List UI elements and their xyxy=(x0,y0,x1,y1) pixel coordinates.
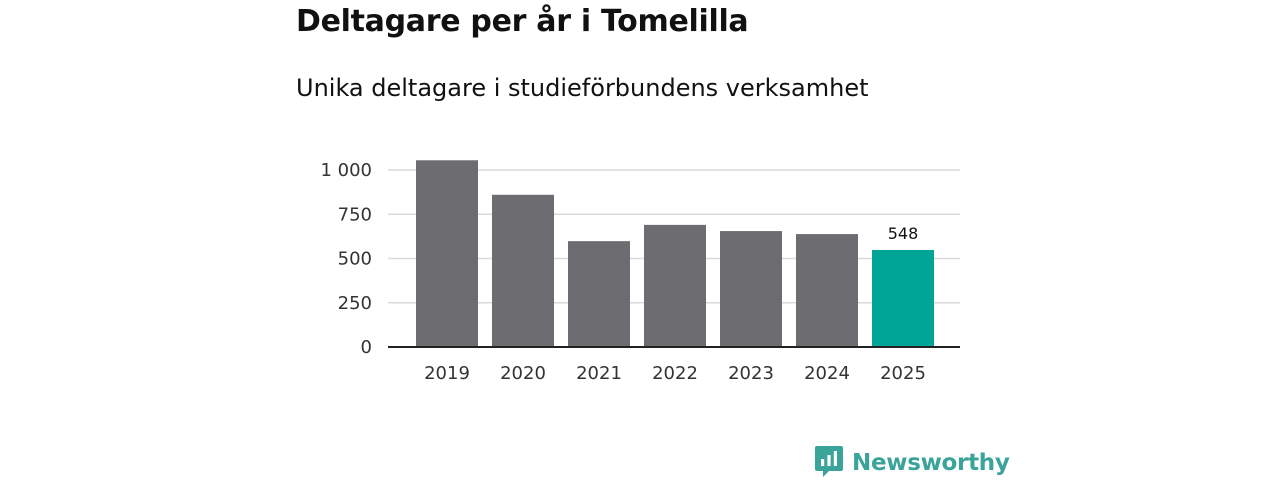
bar-2024 xyxy=(796,234,858,347)
bar-2023 xyxy=(720,231,782,347)
bar-2025 xyxy=(872,250,934,347)
bar-2019 xyxy=(416,160,478,347)
x-tick-label: 2021 xyxy=(576,363,622,384)
x-tick-label: 2022 xyxy=(652,363,698,384)
newsworthy-brand: Newsworthy xyxy=(814,444,1010,482)
chart-title: Deltagare per år i Tomelilla xyxy=(296,4,749,39)
y-tick-label: 250 xyxy=(338,293,372,314)
y-tick-label: 1 000 xyxy=(320,160,372,181)
y-tick-label: 500 xyxy=(338,249,372,270)
x-tick-label: 2025 xyxy=(880,363,926,384)
y-tick-label: 0 xyxy=(361,337,372,358)
bar-2021 xyxy=(568,241,630,347)
data-label: 548 xyxy=(888,224,919,243)
bar-2022 xyxy=(644,224,706,347)
newsworthy-logo-icon xyxy=(814,444,844,482)
chart-subtitle: Unika deltagare i studieförbundens verks… xyxy=(296,74,869,102)
labels: 0 250 500 750 1 000 2019 2020 2021 2022 2023 2024 2… xyxy=(320,160,960,384)
x-tick-label: 2023 xyxy=(728,363,774,384)
bars xyxy=(416,160,934,347)
bar-2020 xyxy=(492,194,554,347)
brand-name: Newsworthy xyxy=(852,450,1010,476)
x-tick-label: 2019 xyxy=(424,363,470,384)
x-tick-label: 2020 xyxy=(500,363,546,384)
x-tick-label: 2024 xyxy=(804,363,850,384)
y-tick-label: 750 xyxy=(338,204,372,225)
